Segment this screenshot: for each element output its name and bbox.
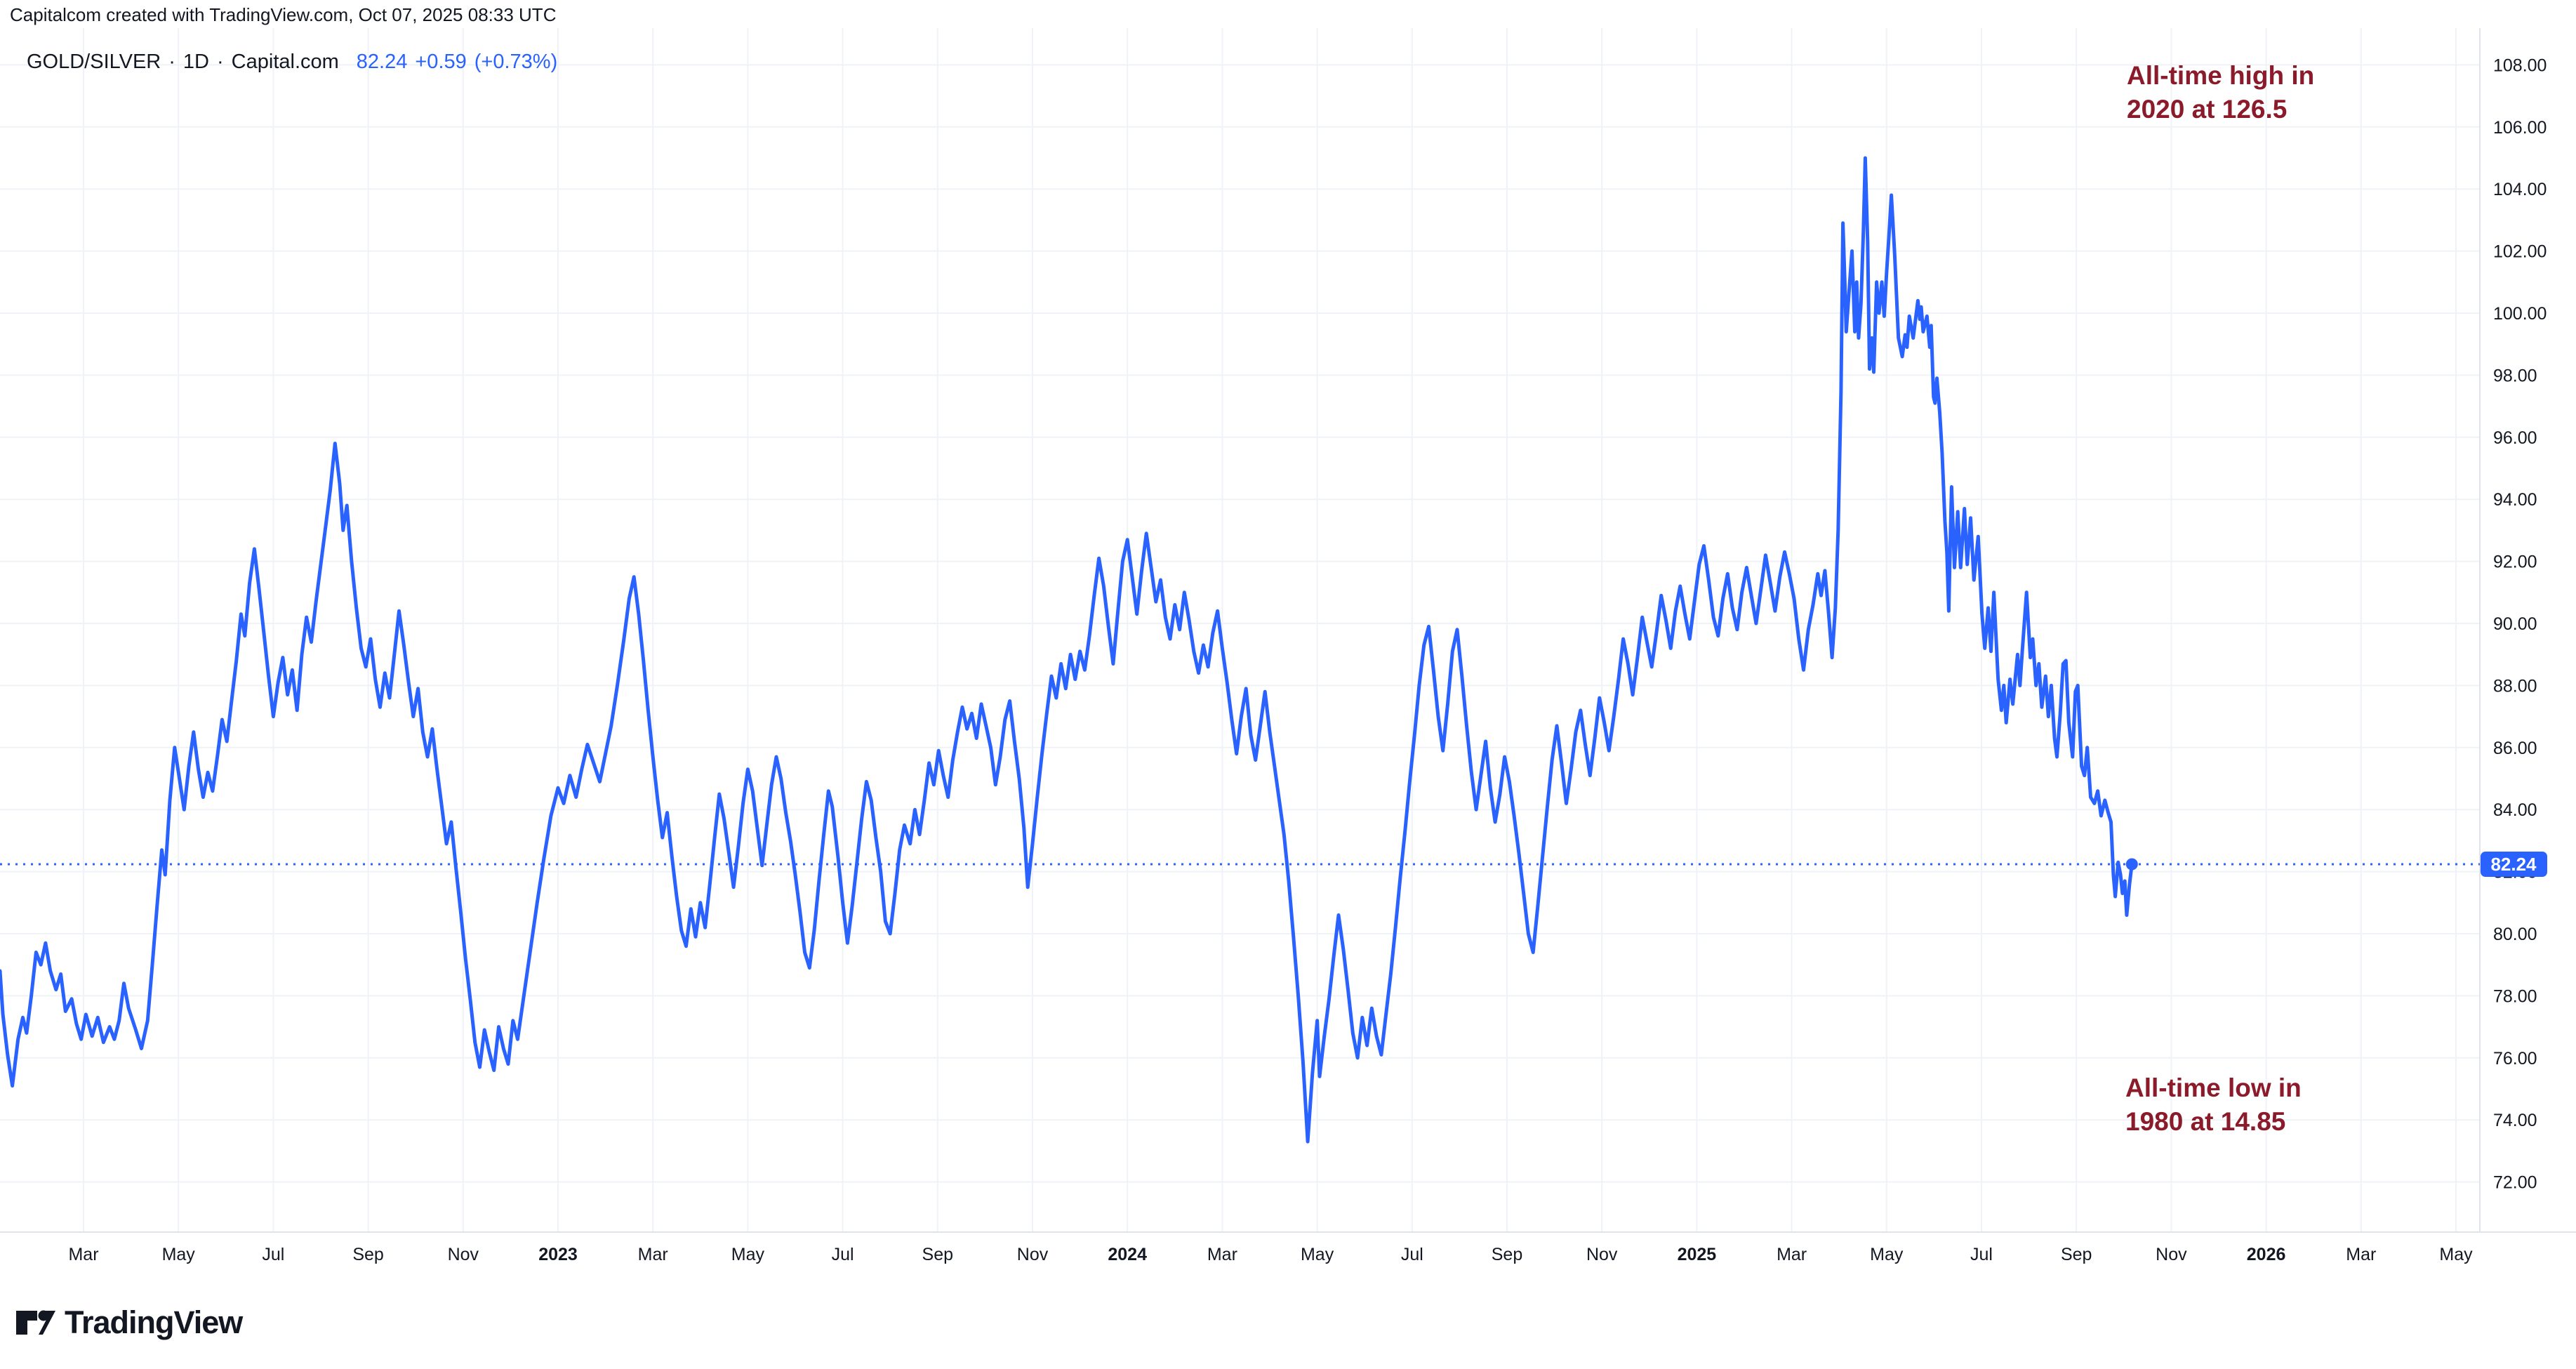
time-axis-label: Mar [68, 1245, 98, 1264]
legend-change-percent: (+0.73%) [474, 51, 558, 73]
price-axis-label: 94.00 [2493, 490, 2537, 510]
time-axis-label: Mar [1207, 1245, 1237, 1264]
time-axis-label: Jul [1970, 1245, 1993, 1264]
time-axis-label: Jul [832, 1245, 854, 1264]
price-axis-label: 74.00 [2493, 1111, 2537, 1130]
legend-separator: · [168, 51, 175, 73]
legend-exchange[interactable]: Capital.com [231, 51, 339, 73]
price-axis-label: 84.00 [2493, 800, 2537, 820]
price-line-series [0, 156, 2134, 1144]
time-axis-label: Nov [2156, 1245, 2187, 1264]
price-axis[interactable] [2480, 28, 2576, 1232]
price-axis-label: 104.00 [2493, 180, 2547, 199]
time-axis-label: Mar [2346, 1245, 2376, 1264]
tradingview-logo-icon [16, 1310, 55, 1335]
time-axis-label: 2026 [2247, 1245, 2286, 1264]
price-axis-label: 72.00 [2493, 1173, 2537, 1193]
tradingview-logo-text: TradingView [65, 1304, 243, 1340]
time-axis-label: Sep [922, 1245, 953, 1264]
time-axis-label: 2024 [1108, 1245, 1147, 1264]
annotation-all-time-high: All-time high in 2020 at 126.5 [2127, 59, 2314, 126]
time-axis-label: Sep [1492, 1245, 1522, 1264]
price-axis-label: 106.00 [2493, 118, 2547, 138]
legend-separator: · [217, 51, 224, 73]
price-axis-label: 80.00 [2493, 925, 2537, 944]
time-axis-label: Jul [1401, 1245, 1423, 1264]
price-axis-label: 86.00 [2493, 739, 2537, 758]
price-axis-label: 90.00 [2493, 614, 2537, 634]
last-price-tag [2481, 851, 2547, 877]
last-price-tag-value: 82.24 [2490, 854, 2537, 875]
annotation-all-time-low: All-time low in 1980 at 14.85 [2125, 1071, 2302, 1139]
price-axis-label: 78.00 [2493, 986, 2537, 1006]
legend-change: +0.59 [415, 51, 467, 73]
attribution-text: Capitalcom created with TradingView.com,… [10, 4, 557, 25]
price-axis-label: 92.00 [2493, 553, 2537, 572]
time-axis-label: Jul [262, 1245, 284, 1264]
time-axis-label: May [1301, 1245, 1334, 1264]
time-axis-label: Nov [448, 1245, 479, 1264]
price-axis-label: 100.00 [2493, 304, 2547, 324]
price-axis-label: 98.00 [2493, 366, 2537, 385]
price-axis-label: 88.00 [2493, 676, 2537, 696]
price-axis-label: 102.00 [2493, 242, 2547, 262]
time-axis-label: 2023 [538, 1245, 578, 1264]
time-axis-label: Sep [2061, 1245, 2092, 1264]
last-price-dot [2125, 858, 2138, 871]
legend-last-price: 82.24 [356, 51, 408, 73]
legend-symbol[interactable]: GOLD/SILVER [27, 51, 161, 73]
time-axis-label: Nov [1017, 1245, 1049, 1264]
time-axis-label: Nov [1586, 1245, 1618, 1264]
annotation-low-line1: All-time low in [2125, 1073, 2302, 1102]
time-axis-label: May [2439, 1245, 2473, 1264]
price-axis-label: 76.00 [2493, 1049, 2537, 1069]
annotation-low-line2: 1980 at 14.85 [2125, 1107, 2286, 1136]
time-axis-label: Mar [1777, 1245, 1807, 1264]
symbol-legend[interactable]: GOLD/SILVER · 1D · Capital.com 82.24 +0.… [27, 51, 557, 74]
time-axis-label: May [731, 1245, 765, 1264]
time-axis[interactable] [0, 1232, 2576, 1271]
time-axis-label: Sep [352, 1245, 383, 1264]
annotation-high-line2: 2020 at 126.5 [2127, 95, 2288, 124]
legend-interval[interactable]: 1D [182, 51, 209, 73]
price-axis-label: 108.00 [2493, 55, 2547, 75]
time-axis-label: 2025 [1678, 1245, 1717, 1264]
time-axis-label: May [162, 1245, 196, 1264]
time-axis-label: May [1870, 1245, 1904, 1264]
time-axis-label: Mar [638, 1245, 668, 1264]
price-axis-label: 96.00 [2493, 428, 2537, 448]
annotation-high-line1: All-time high in [2127, 61, 2315, 90]
tradingview-logo[interactable]: TradingView [15, 1304, 243, 1341]
